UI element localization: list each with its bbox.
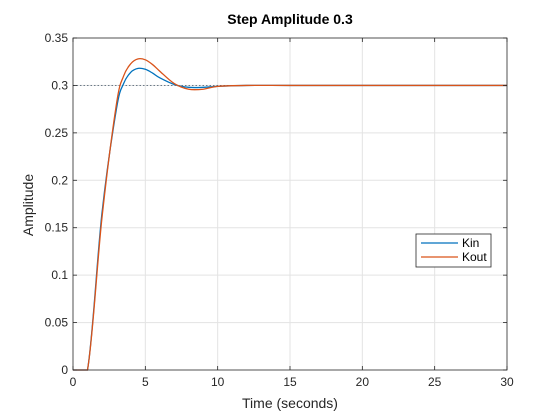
x-axis-label: Time (seconds) xyxy=(242,395,338,411)
x-tick-label: 20 xyxy=(356,375,370,389)
y-tick-label: 0 xyxy=(61,363,68,377)
y-tick-label: 0.2 xyxy=(51,173,68,187)
series-line-kout xyxy=(72,57,507,371)
axis-ticks: 0 5 10 15 20 25 30 0 0.05 0.1 0.15 0.2 0.25 0.3 0.35 xyxy=(45,31,514,389)
y-tick-label: 0.25 xyxy=(45,126,69,140)
series-lines xyxy=(72,57,507,371)
chart-title: Step Amplitude 0.3 xyxy=(227,11,353,27)
x-tick-label: 10 xyxy=(211,375,225,389)
legend-box xyxy=(415,233,492,268)
x-tick-label: 0 xyxy=(70,375,77,389)
y-tick-label: 0.05 xyxy=(45,316,69,330)
legend-label-kout: Kout xyxy=(462,250,487,264)
x-tick-label: 15 xyxy=(283,375,297,389)
x-tick-label: 5 xyxy=(142,375,149,389)
y-tick-label: 0.35 xyxy=(45,31,69,45)
y-axis-label: Amplitude xyxy=(20,174,36,236)
x-tick-label: 30 xyxy=(500,375,514,389)
x-tick-label: 25 xyxy=(428,375,442,389)
y-tick-label: 0.1 xyxy=(51,268,68,282)
grid-lines xyxy=(73,38,507,370)
y-tick-label: 0.3 xyxy=(51,78,68,92)
y-tick-label: 0.15 xyxy=(45,221,69,235)
legend-label-kin: Kin xyxy=(462,236,479,250)
